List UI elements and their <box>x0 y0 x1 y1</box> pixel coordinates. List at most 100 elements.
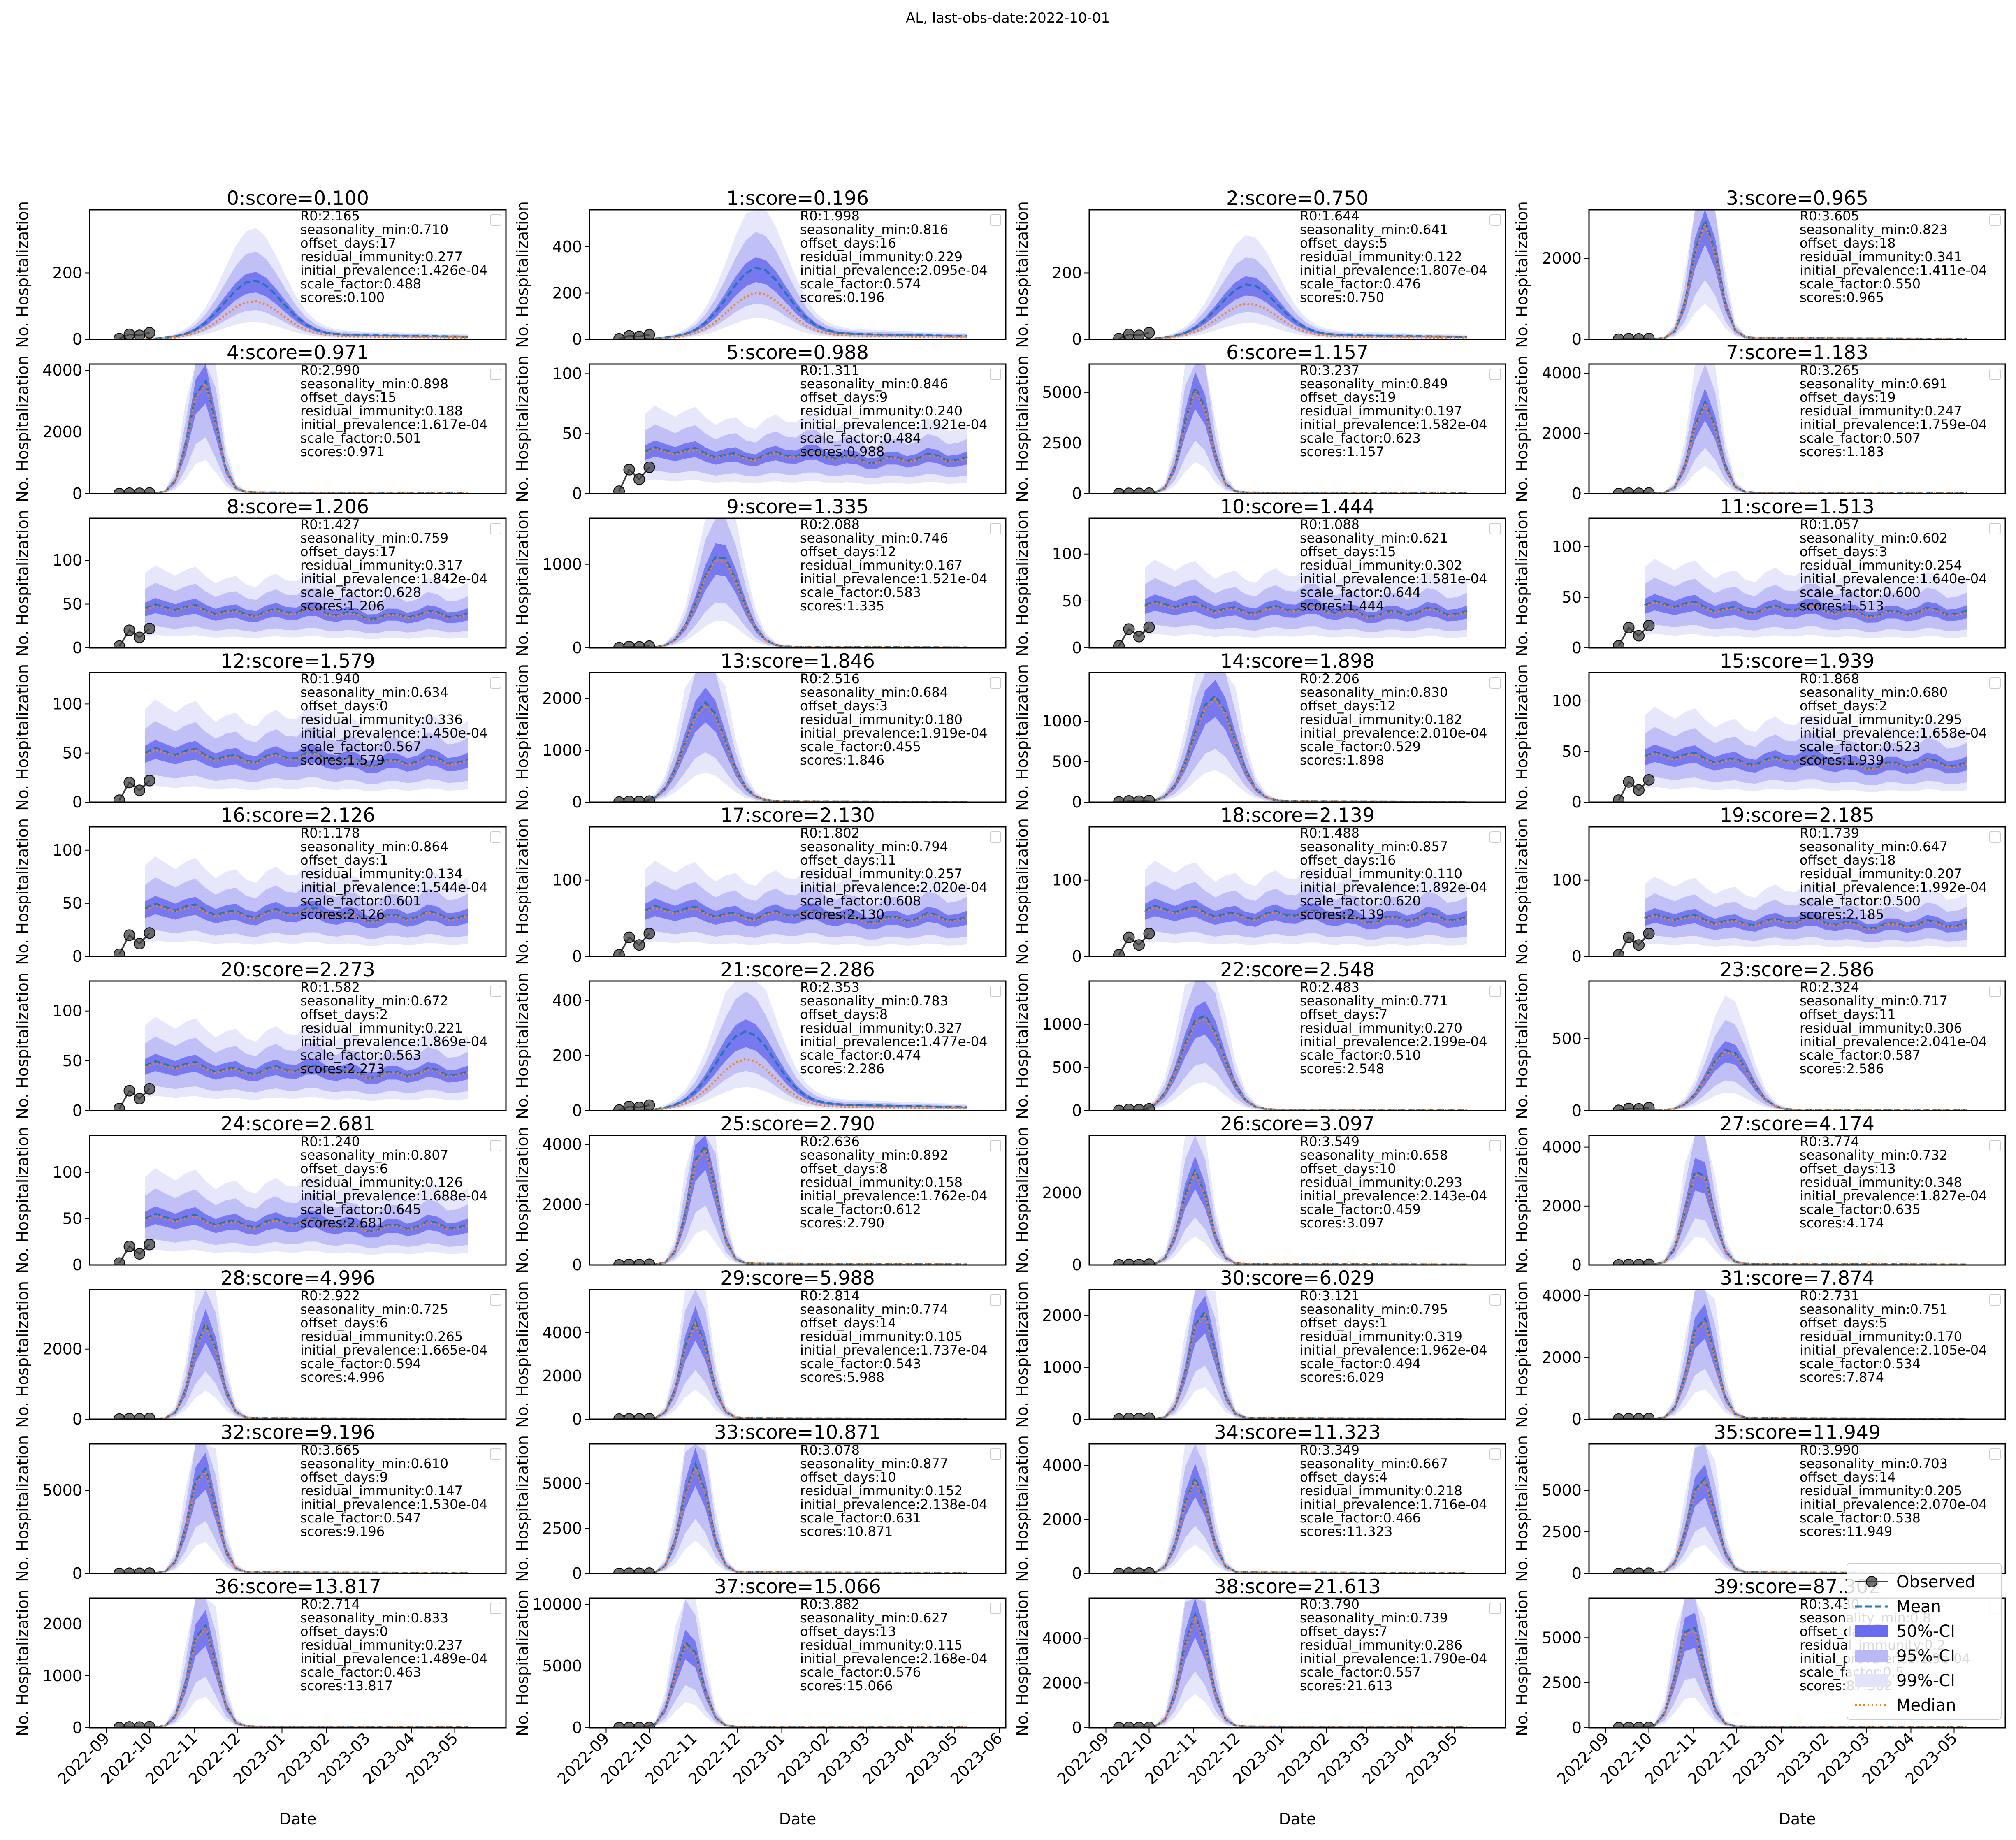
panel-12-title: 12:score=1.579 <box>220 650 375 673</box>
panel-15-frame <box>1588 672 2006 803</box>
panel-14-median-line <box>1144 697 1468 802</box>
panel-10-legend-box <box>1489 523 1501 534</box>
panel-20-plot-area <box>114 1016 468 1111</box>
panel-21-ci95-band <box>645 991 967 1111</box>
panel-3-param-text: R0:3.605 <box>1800 208 1859 224</box>
panel-36-frame <box>89 1597 507 1729</box>
panel-38-param-text: residual_immunity:0.286 <box>1300 1637 1462 1653</box>
panel-28-ytick-label: 2000 <box>42 1340 82 1358</box>
panel-33-frame <box>589 1443 1007 1574</box>
panel-35-param-text: scores:11.949 <box>1800 1524 1892 1539</box>
panel-8-ytick-label: 100 <box>52 551 82 569</box>
panel-25-param-text: residual_immunity:0.158 <box>800 1174 963 1190</box>
panel-15-param-text: scale_factor:0.523 <box>1800 739 1921 754</box>
legend-item-ci95: 95%-CI <box>1855 1647 1955 1666</box>
panel-35-ytick-label: 2500 <box>1542 1523 1582 1541</box>
panel-29-ytick-label: 0 <box>572 1410 582 1428</box>
panel-22-ci95-band <box>1145 981 1467 1111</box>
panel-31-ci95-band <box>1645 1290 1967 1419</box>
panel-33-param-text: seasonality_min:0.877 <box>800 1456 948 1471</box>
panel-36-ytick-label: 0 <box>72 1719 82 1737</box>
panel-17-observed-point <box>613 949 625 956</box>
panel-9-param-text: residual_immunity:0.167 <box>800 557 963 573</box>
panel-36-legend-box <box>490 1603 501 1614</box>
panel-26-observed-point <box>1143 1258 1155 1265</box>
panel-24-plot-area <box>114 1168 468 1265</box>
panel-38-param-text: initial_prevalence:1.790e-04 <box>1300 1651 1487 1666</box>
panel-16-observed-point <box>144 927 155 939</box>
panel-12-param-text: residual_immunity:0.336 <box>300 712 463 727</box>
panel-29-param-text: R0:2.814 <box>800 1288 860 1304</box>
panel-34-title: 34:score=11.323 <box>1214 1421 1381 1444</box>
panel-29-ci95-band <box>645 1290 967 1419</box>
panel-17: 0 100 No. Hospitalization 17:score=2.130R0:… <box>513 804 1007 965</box>
panel-21: 0 200 400 No. Hospitalization 21:score=2.286… <box>513 958 1007 1120</box>
panel-21-param-text: scale_factor:0.474 <box>800 1047 921 1063</box>
panel-33-param-text: R0:3.078 <box>800 1442 860 1458</box>
panel-23-title: 23:score=2.586 <box>1720 958 1874 981</box>
panel-21-frame <box>589 980 1007 1111</box>
panel-6-ci50-band <box>1145 372 1467 494</box>
panel-5-param-text: initial_prevalence:1.921e-04 <box>800 417 987 432</box>
panel-25-mean-line <box>645 1143 968 1265</box>
panel-6-y-axis-label: No. Hospitalization <box>1013 355 1031 502</box>
panel-9-ytick-label: 0 <box>572 639 582 657</box>
panel-29-mean-line <box>645 1318 968 1419</box>
panel-15-ytick-label: 100 <box>1552 692 1582 710</box>
panel-38-ytick-label: 2000 <box>1042 1674 1082 1692</box>
panel-22-param-text: initial_prevalence:2.199e-04 <box>1300 1034 1487 1049</box>
panel-16-ytick-label: 100 <box>52 841 82 859</box>
panel-25-param-text: scale_factor:0.612 <box>800 1202 921 1217</box>
legend-item-ci50: 50%-CI <box>1855 1622 1955 1641</box>
panel-5-title: 5:score=0.988 <box>726 341 869 364</box>
legend-ci50-patch <box>1855 1625 1888 1637</box>
panel-22-observed-point <box>1133 1104 1145 1111</box>
panel-1-ytick-label: 200 <box>552 284 582 302</box>
panel-29-frame <box>589 1289 1007 1420</box>
panel-29-median-line <box>645 1321 968 1419</box>
panel-31-param-text: offset_days:5 <box>1800 1315 1887 1331</box>
panel-12-y-axis-label: No. Hospitalization <box>14 664 32 811</box>
panel-12-ytick-label: 100 <box>52 695 82 713</box>
panel-0-ytick-label: 200 <box>52 264 82 282</box>
panel-26-ytick-label: 2000 <box>1042 1184 1082 1202</box>
panel-5-observed-line <box>618 466 650 492</box>
panel-28-observed-point <box>144 1413 155 1419</box>
panel-5-param-text: R0:1.311 <box>800 362 860 378</box>
panel-25-param-text: scores:2.790 <box>800 1215 884 1231</box>
panel-3-title: 3:score=0.965 <box>1726 187 1868 210</box>
panel-29-param-text: scores:5.988 <box>800 1369 884 1385</box>
panel-9-param-text: scale_factor:0.583 <box>800 585 921 600</box>
panel-35-ci99-band <box>1645 1444 1967 1573</box>
panel-27-param-text: scores:4.174 <box>1800 1215 1884 1231</box>
panel-37-param-text: initial_prevalence:2.168e-04 <box>800 1651 987 1666</box>
panel-4-mean-line <box>145 378 468 494</box>
panel-5-mean-line <box>645 446 968 464</box>
x-axis-label-col-0: Date <box>279 1810 317 1828</box>
panel-4-param-text: scale_factor:0.501 <box>300 430 421 446</box>
panel-9-ci50-band <box>645 543 967 648</box>
panel-36-param-text: scores:13.817 <box>300 1678 393 1694</box>
panel-19-observed-point <box>1613 949 1624 956</box>
panel-2-frame <box>1088 209 1506 340</box>
panel-38-title: 38:score=21.613 <box>1214 1575 1381 1598</box>
panel-15-ci50-band <box>1645 744 1967 775</box>
panel-30-param-text: scale_factor:0.494 <box>1300 1356 1421 1371</box>
panel-37-legend-box <box>990 1603 1001 1614</box>
panel-12-param-text: initial_prevalence:1.450e-04 <box>300 725 487 741</box>
panel-14-param-text: residual_immunity:0.182 <box>1300 712 1462 727</box>
panel-36-param-text: offset_days:0 <box>300 1624 388 1639</box>
panel-0: 0 200 No. Hospitalization 0:score=0.100R0:2… <box>14 187 507 348</box>
panel-11-title: 11:score=1.513 <box>1720 496 1874 518</box>
panel-13-param-text: initial_prevalence:1.919e-04 <box>800 725 987 741</box>
panel-28-param-text: residual_immunity:0.265 <box>300 1329 463 1344</box>
panel-0-param-text: scores:0.100 <box>300 290 385 305</box>
panel-36-param-text: seasonality_min:0.833 <box>300 1610 448 1626</box>
panel-10-ci50-band <box>1145 594 1467 623</box>
panel-16-param-text: R0:1.178 <box>300 825 360 841</box>
panel-27-median-line <box>1644 1173 1967 1265</box>
panel-8-mean-line <box>145 603 468 620</box>
panel-19-param-text: offset_days:18 <box>1800 852 1896 868</box>
panel-25-ci95-band <box>645 1135 967 1265</box>
panel-24-param-text: offset_days:6 <box>300 1161 388 1176</box>
